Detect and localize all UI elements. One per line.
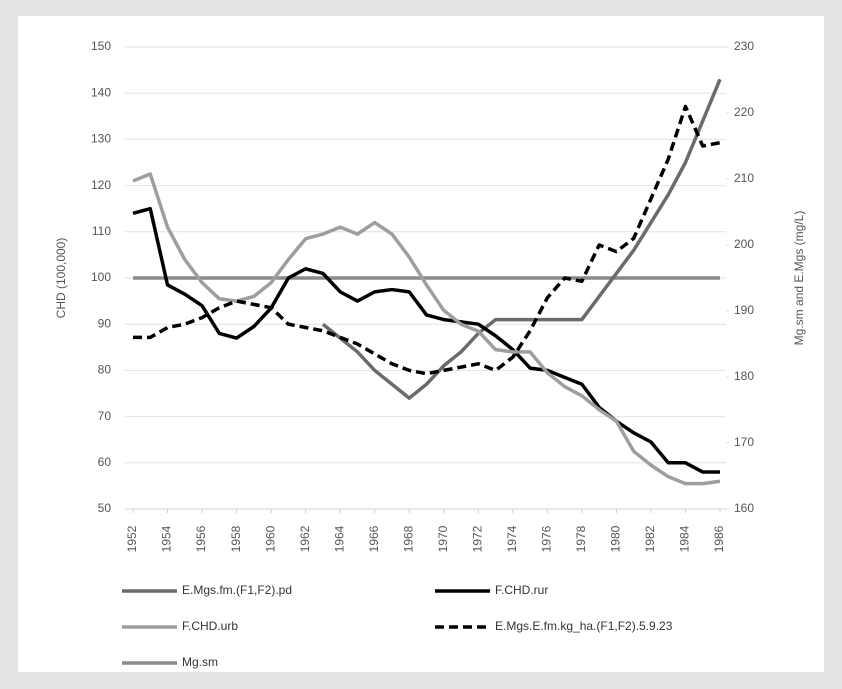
y-tick-label: 130 [91,132,111,146]
x-tick-label: 1952 [125,525,139,552]
y2-tick-label: 180 [734,369,754,383]
y-tick-label: 140 [91,85,111,99]
y-tick-label: 70 [98,409,112,423]
x-tick-label: 1972 [470,525,484,552]
x-tick-label: 1956 [194,525,208,552]
x-tick-label: 1980 [609,525,623,552]
x-tick-label: 1954 [160,525,174,552]
legend-label: E.Mgs.E.fm.kg_ha.(F1,F2).5.9.23 [495,619,673,633]
y2-tick-label: 230 [734,39,754,53]
x-tick-label: 1970 [436,525,450,552]
y-tick-label: 120 [91,178,111,192]
y2-tick-label: 160 [734,501,754,515]
series-line [321,78,722,400]
y-axis-title: CHD (100,000) [54,238,68,319]
y-tick-label: 50 [98,501,112,515]
x-tick-label: 1968 [401,525,415,552]
x-tick-label: 1986 [712,525,726,552]
legend-label: E.Mgs.fm.(F1,F2).pd [182,583,292,597]
legend-label: F.CHD.urb [182,619,238,633]
chart-panel [18,16,824,672]
x-tick-label: 1978 [574,525,588,552]
y2-tick-label: 200 [734,237,754,251]
series-line [132,206,720,474]
y-tick-label: 110 [92,224,111,238]
y-tick-label: 80 [98,363,112,377]
legend-label: F.CHD.rur [495,583,548,597]
y2-tick-label: 190 [734,303,754,317]
x-tick-label: 1976 [540,525,554,552]
y-tick-label: 90 [98,316,112,330]
x-tick-label: 1966 [367,525,381,552]
series-line [132,172,721,486]
y-tick-label: 100 [91,270,111,284]
legend-label: Mg.sm [182,655,218,669]
x-tick-label: 1984 [678,525,692,552]
x-tick-label: 1964 [332,525,346,552]
series-line [133,104,721,376]
x-tick-label: 1960 [263,525,277,552]
x-tick-label: 1958 [229,525,243,552]
x-tick-label: 1982 [643,525,657,552]
x-tick-label: 1962 [298,525,312,552]
y2-tick-label: 220 [734,105,754,119]
x-tick-label: 1974 [505,525,519,552]
y2-tick-label: 170 [734,435,754,449]
y-tick-label: 60 [98,455,112,469]
y2-tick-label: 210 [734,171,754,185]
y-tick-label: 150 [91,39,111,53]
y2-axis-title: Mg.sm and E.Mgs (mg/L) [792,211,806,346]
